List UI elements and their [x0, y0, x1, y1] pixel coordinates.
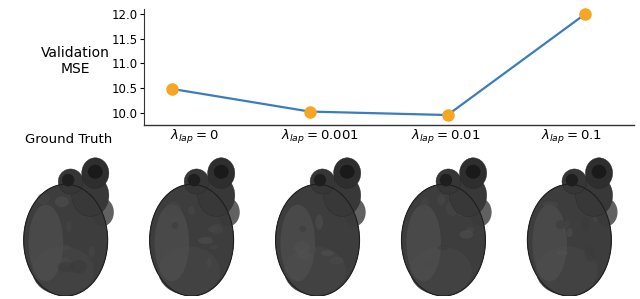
Ellipse shape: [566, 174, 578, 186]
Ellipse shape: [207, 226, 218, 232]
Ellipse shape: [188, 206, 195, 215]
Ellipse shape: [582, 217, 590, 230]
Text: $\lambda_{lap} = 0.01$: $\lambda_{lap} = 0.01$: [411, 128, 481, 146]
Ellipse shape: [280, 205, 315, 281]
Ellipse shape: [585, 247, 595, 262]
Ellipse shape: [55, 196, 69, 207]
Ellipse shape: [595, 198, 618, 226]
Ellipse shape: [586, 158, 612, 188]
Ellipse shape: [410, 246, 472, 295]
Ellipse shape: [154, 205, 189, 281]
Text: $\lambda_{lap} = 0.001$: $\lambda_{lap} = 0.001$: [281, 128, 359, 146]
Ellipse shape: [198, 175, 235, 216]
Ellipse shape: [333, 158, 361, 188]
Ellipse shape: [303, 246, 317, 254]
Ellipse shape: [556, 220, 565, 229]
Ellipse shape: [421, 198, 429, 210]
Ellipse shape: [437, 195, 445, 205]
Ellipse shape: [437, 245, 449, 251]
Ellipse shape: [62, 174, 74, 186]
Ellipse shape: [150, 184, 234, 296]
Ellipse shape: [158, 246, 220, 295]
Ellipse shape: [184, 169, 209, 194]
Ellipse shape: [330, 257, 344, 265]
Text: $\lambda_{lap} = 0$: $\lambda_{lap} = 0$: [170, 128, 218, 146]
Ellipse shape: [344, 198, 365, 226]
Ellipse shape: [566, 228, 573, 237]
Ellipse shape: [82, 158, 109, 188]
Ellipse shape: [188, 174, 200, 186]
Ellipse shape: [92, 198, 114, 226]
Ellipse shape: [460, 231, 474, 239]
Ellipse shape: [406, 205, 441, 281]
Ellipse shape: [58, 262, 74, 272]
Ellipse shape: [29, 205, 63, 281]
Ellipse shape: [198, 237, 213, 244]
Ellipse shape: [60, 257, 71, 265]
Ellipse shape: [166, 202, 181, 217]
Ellipse shape: [440, 174, 452, 186]
Ellipse shape: [88, 246, 95, 257]
Point: [580, 11, 591, 16]
Ellipse shape: [527, 184, 611, 296]
Ellipse shape: [426, 262, 435, 266]
Ellipse shape: [564, 220, 570, 228]
Ellipse shape: [324, 175, 361, 216]
Text: $\lambda_{lap} = 0.1$: $\lambda_{lap} = 0.1$: [541, 128, 602, 146]
Ellipse shape: [70, 260, 87, 273]
Ellipse shape: [591, 165, 607, 179]
Ellipse shape: [33, 246, 94, 295]
Ellipse shape: [300, 226, 306, 232]
Ellipse shape: [58, 245, 71, 251]
Ellipse shape: [314, 174, 326, 186]
Ellipse shape: [310, 169, 335, 194]
Point: [167, 86, 177, 91]
Ellipse shape: [469, 198, 492, 226]
Ellipse shape: [466, 165, 481, 179]
Ellipse shape: [325, 196, 335, 205]
Ellipse shape: [321, 250, 333, 256]
Ellipse shape: [450, 175, 486, 216]
Ellipse shape: [172, 222, 179, 229]
Ellipse shape: [88, 165, 102, 179]
Ellipse shape: [37, 193, 50, 204]
Ellipse shape: [58, 169, 83, 194]
Ellipse shape: [466, 227, 474, 232]
Ellipse shape: [207, 257, 212, 269]
Ellipse shape: [66, 221, 72, 232]
Ellipse shape: [207, 158, 235, 188]
Ellipse shape: [214, 165, 228, 179]
Ellipse shape: [532, 205, 567, 281]
Ellipse shape: [297, 251, 311, 260]
Point: [442, 113, 452, 118]
Ellipse shape: [294, 241, 310, 254]
Text: Ground Truth: Ground Truth: [24, 133, 112, 146]
Ellipse shape: [445, 201, 459, 216]
Ellipse shape: [209, 245, 218, 249]
Ellipse shape: [316, 215, 323, 230]
Ellipse shape: [218, 198, 240, 226]
Text: Validation
MSE: Validation MSE: [41, 46, 110, 76]
Ellipse shape: [210, 224, 223, 235]
Ellipse shape: [436, 169, 461, 194]
Ellipse shape: [557, 250, 568, 255]
Point: [305, 109, 315, 114]
Ellipse shape: [460, 158, 486, 188]
Ellipse shape: [24, 184, 108, 296]
Ellipse shape: [536, 246, 598, 295]
Ellipse shape: [72, 175, 109, 216]
Ellipse shape: [276, 184, 360, 296]
Ellipse shape: [542, 202, 558, 208]
Ellipse shape: [562, 169, 587, 194]
Ellipse shape: [575, 175, 612, 216]
Ellipse shape: [458, 206, 465, 216]
Ellipse shape: [401, 184, 486, 296]
Ellipse shape: [284, 246, 346, 295]
Ellipse shape: [340, 165, 355, 179]
Ellipse shape: [593, 213, 599, 222]
